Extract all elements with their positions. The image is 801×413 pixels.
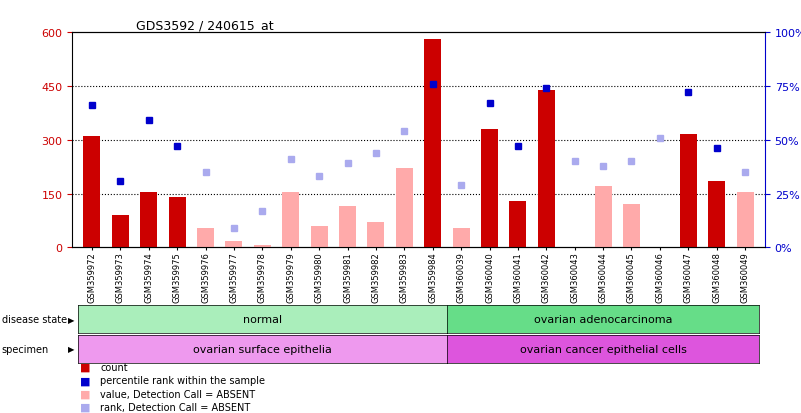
Bar <box>254 245 271 248</box>
Bar <box>425 40 441 248</box>
Bar <box>594 187 612 248</box>
Text: ■: ■ <box>80 362 91 372</box>
Bar <box>680 135 697 248</box>
Bar <box>537 90 555 248</box>
Text: ▶: ▶ <box>68 315 74 324</box>
Bar <box>140 192 157 248</box>
Bar <box>197 228 214 248</box>
Bar <box>453 228 469 248</box>
Bar <box>282 192 300 248</box>
Text: ovarian adenocarcinoma: ovarian adenocarcinoma <box>533 314 672 324</box>
Bar <box>737 192 754 248</box>
Text: value, Detection Call = ABSENT: value, Detection Call = ABSENT <box>100 389 256 399</box>
Bar <box>339 206 356 248</box>
Bar <box>509 201 526 248</box>
Text: count: count <box>100 362 127 372</box>
Text: rank, Detection Call = ABSENT: rank, Detection Call = ABSENT <box>100 402 251 412</box>
Bar <box>368 223 384 248</box>
Bar <box>112 216 129 248</box>
Bar <box>623 205 640 248</box>
Text: ovarian cancer epithelial cells: ovarian cancer epithelial cells <box>520 344 686 354</box>
Text: ▶: ▶ <box>68 344 74 354</box>
Text: normal: normal <box>243 314 282 324</box>
Text: specimen: specimen <box>2 344 49 354</box>
Bar <box>481 130 498 248</box>
Text: ■: ■ <box>80 389 91 399</box>
Text: ■: ■ <box>80 375 91 385</box>
Bar <box>311 226 328 248</box>
Bar <box>225 241 243 248</box>
Text: percentile rank within the sample: percentile rank within the sample <box>100 375 265 385</box>
Text: disease state: disease state <box>2 314 66 324</box>
Bar <box>83 137 100 248</box>
Text: GDS3592 / 240615_at: GDS3592 / 240615_at <box>136 19 274 31</box>
Bar <box>396 169 413 248</box>
Bar <box>708 182 725 248</box>
Text: ■: ■ <box>80 402 91 412</box>
Bar <box>169 198 186 248</box>
Text: ovarian surface epithelia: ovarian surface epithelia <box>193 344 332 354</box>
